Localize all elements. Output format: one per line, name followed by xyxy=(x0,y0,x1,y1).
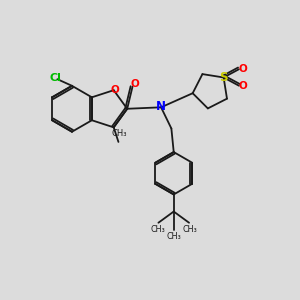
Text: S: S xyxy=(219,71,228,84)
Text: O: O xyxy=(130,79,139,89)
Text: O: O xyxy=(110,85,119,95)
Text: CH₃: CH₃ xyxy=(150,225,165,234)
Text: Cl: Cl xyxy=(49,73,61,83)
Text: CH₃: CH₃ xyxy=(167,232,181,241)
Text: O: O xyxy=(239,81,248,91)
Text: CH₃: CH₃ xyxy=(111,129,127,138)
Text: CH₃: CH₃ xyxy=(182,225,197,234)
Text: O: O xyxy=(239,64,248,74)
Text: N: N xyxy=(156,100,166,113)
